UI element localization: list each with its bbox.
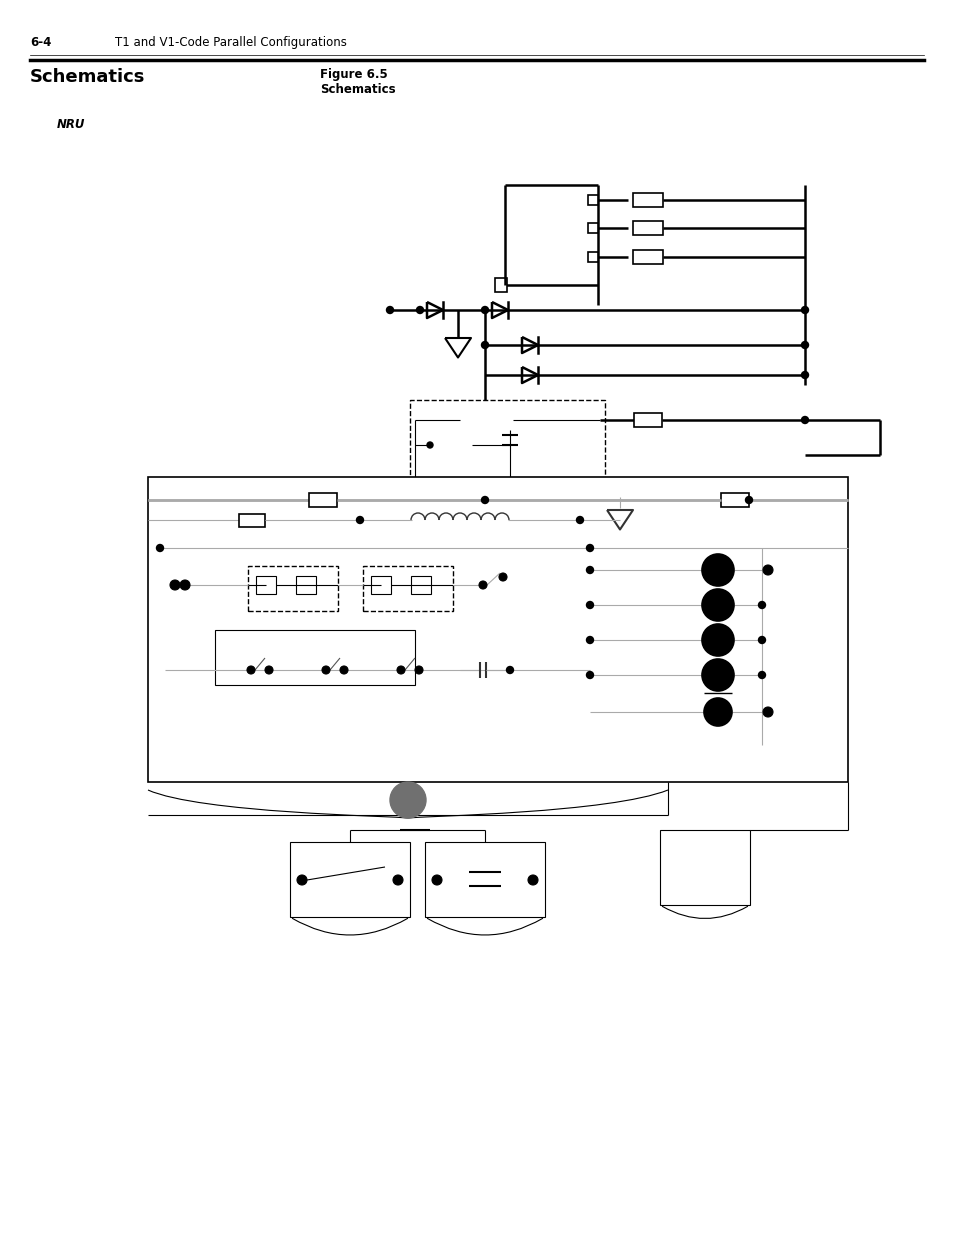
- Bar: [424, 842, 544, 918]
- Bar: [587, 252, 598, 262]
- Circle shape: [356, 516, 363, 524]
- Bar: [587, 224, 598, 233]
- Circle shape: [393, 876, 402, 885]
- Text: T1 and V1-Code Parallel Configurations: T1 and V1-Code Parallel Configurations: [115, 36, 347, 49]
- Circle shape: [801, 372, 807, 378]
- Circle shape: [156, 545, 163, 552]
- Bar: [633, 221, 662, 235]
- Bar: [633, 249, 662, 264]
- Circle shape: [296, 876, 307, 885]
- Text: Schematics: Schematics: [30, 68, 145, 86]
- Circle shape: [586, 545, 593, 552]
- Bar: [587, 195, 598, 205]
- Bar: [633, 193, 662, 207]
- Circle shape: [415, 666, 422, 674]
- Text: Figure 6.5: Figure 6.5: [319, 68, 387, 82]
- Bar: [371, 576, 391, 594]
- Circle shape: [701, 589, 733, 621]
- Bar: [148, 477, 847, 782]
- Circle shape: [339, 666, 348, 674]
- Circle shape: [586, 672, 593, 678]
- Circle shape: [758, 636, 764, 643]
- Circle shape: [265, 666, 273, 674]
- Bar: [214, 630, 415, 685]
- Circle shape: [322, 666, 330, 674]
- Circle shape: [703, 698, 731, 726]
- Bar: [720, 493, 748, 508]
- Text: Schematics: Schematics: [319, 83, 395, 96]
- Circle shape: [481, 342, 488, 348]
- Circle shape: [396, 666, 405, 674]
- Circle shape: [701, 624, 733, 656]
- Bar: [295, 576, 315, 594]
- Circle shape: [801, 416, 807, 424]
- Circle shape: [576, 516, 583, 524]
- Circle shape: [758, 601, 764, 609]
- Circle shape: [478, 580, 486, 589]
- Bar: [239, 514, 265, 527]
- Bar: [309, 493, 336, 508]
- Text: 6-4: 6-4: [30, 36, 51, 49]
- Circle shape: [481, 306, 488, 314]
- Circle shape: [586, 567, 593, 573]
- Circle shape: [762, 706, 772, 718]
- Circle shape: [701, 555, 733, 585]
- Bar: [410, 400, 604, 500]
- Circle shape: [801, 342, 807, 348]
- Circle shape: [586, 636, 593, 643]
- Circle shape: [386, 306, 393, 314]
- Circle shape: [247, 666, 254, 674]
- Circle shape: [586, 601, 593, 609]
- Bar: [255, 576, 275, 594]
- Circle shape: [758, 672, 764, 678]
- Text: NRU: NRU: [57, 119, 85, 131]
- Circle shape: [498, 573, 506, 580]
- Circle shape: [390, 782, 426, 818]
- Circle shape: [427, 442, 433, 448]
- Circle shape: [432, 876, 441, 885]
- Bar: [363, 566, 453, 611]
- Circle shape: [762, 564, 772, 576]
- Circle shape: [180, 580, 190, 590]
- Bar: [248, 566, 337, 611]
- Circle shape: [801, 306, 807, 314]
- Circle shape: [506, 667, 513, 673]
- Bar: [659, 830, 749, 905]
- Bar: [290, 842, 410, 918]
- Bar: [634, 412, 661, 427]
- Circle shape: [527, 876, 537, 885]
- Circle shape: [744, 496, 752, 504]
- Circle shape: [481, 496, 488, 504]
- Bar: [495, 278, 506, 291]
- Circle shape: [170, 580, 180, 590]
- Circle shape: [416, 306, 423, 314]
- Bar: [411, 576, 431, 594]
- Circle shape: [701, 659, 733, 692]
